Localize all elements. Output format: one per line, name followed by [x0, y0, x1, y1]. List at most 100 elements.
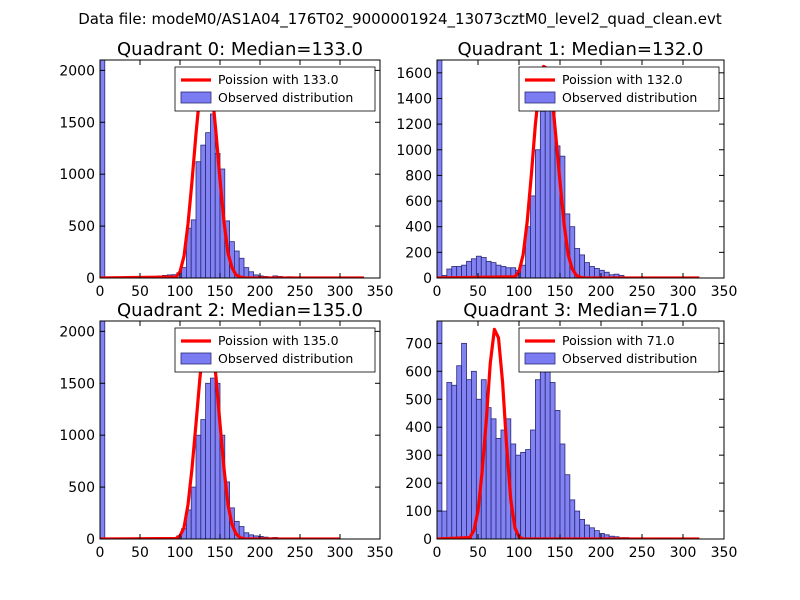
x-tick-label: 350 [367, 284, 394, 300]
poisson-line [437, 327, 700, 539]
y-tick-label: 0 [86, 271, 95, 287]
legend: Poission with 71.0 Observed distribution [518, 327, 720, 373]
x-tick-label: 0 [433, 284, 442, 300]
y-tick-label: 200 [405, 476, 432, 492]
x-tick-label: 0 [96, 284, 105, 300]
legend-box [518, 66, 720, 112]
histogram-bar [480, 257, 487, 278]
y-tick-label: 700 [405, 336, 432, 352]
histogram-bar [495, 437, 502, 539]
x-tick-label: 200 [588, 284, 615, 300]
histogram-bar [490, 418, 497, 539]
y-tick-label: 400 [405, 420, 432, 436]
histogram-bar [589, 266, 595, 278]
x-tick-label: 50 [131, 545, 149, 561]
histogram-bar [554, 410, 561, 539]
x-tick-label: 250 [629, 284, 656, 300]
histogram-bar [200, 144, 207, 278]
x-tick-label: 200 [247, 284, 274, 300]
subplot-quadrant-2: 0 50 100 150 200 250 300 350 0 500 1000 1500 2000 Qua… [59, 300, 393, 561]
y-tick-label: 500 [68, 480, 95, 496]
x-tick-label: 50 [469, 545, 487, 561]
x-tick-label: 150 [207, 284, 234, 300]
histogram-bar [437, 60, 443, 278]
legend-label-observed: Observed distribution [562, 351, 697, 366]
x-tick-label: 350 [711, 284, 738, 300]
plot-frame [99, 320, 381, 540]
x-tick-label: 250 [287, 284, 314, 300]
histogram-bar [190, 486, 197, 539]
histogram-bar [195, 434, 202, 539]
legend-label-poisson: Poission with 71.0 [562, 333, 675, 348]
x-tick-label: 100 [167, 545, 194, 561]
x-tick-label: 300 [670, 545, 697, 561]
histogram-bar [190, 219, 197, 278]
legend-box [518, 327, 720, 373]
histogram-bar [535, 379, 541, 539]
y-tick-label: 1600 [396, 66, 432, 82]
histogram-bar [525, 449, 531, 539]
histogram-bar [466, 379, 472, 539]
legend-patch-swatch [180, 352, 212, 365]
legend: Poission with 132.0 Observed distribution [518, 66, 720, 112]
x-tick-label: 350 [367, 545, 394, 561]
histogram-bar [544, 370, 551, 539]
x-tick-label: 0 [433, 545, 442, 561]
histogram-bar [530, 195, 536, 278]
legend-label-poisson: Poission with 133.0 [218, 72, 339, 87]
y-tick-label: 1200 [396, 117, 432, 133]
histogram-bar [471, 370, 477, 539]
y-tick-label: 2000 [59, 63, 95, 79]
legend: Poission with 135.0 Observed distribution [174, 327, 376, 373]
histogram-bar [549, 382, 556, 539]
histogram-bar [471, 258, 477, 278]
histogram-bar [569, 499, 576, 539]
subplot-title: Quadrant 0: Median=133.0 [117, 39, 363, 60]
x-tick-label: 100 [506, 284, 533, 300]
plot-frame [436, 320, 725, 540]
histogram-bar [209, 113, 216, 278]
x-tick-label: 300 [670, 284, 697, 300]
legend-label-observed: Observed distribution [562, 90, 697, 105]
histogram-bar [584, 262, 590, 278]
histogram-bar [589, 527, 595, 539]
histogram-bar [100, 321, 106, 539]
y-tick-label: 1000 [59, 428, 95, 444]
histogram-bar [446, 382, 453, 539]
histogram-bar [515, 454, 522, 539]
y-tick-label: 0 [423, 532, 432, 548]
histogram-bar [564, 474, 571, 539]
x-tick-label: 150 [547, 545, 574, 561]
y-tick-label: 600 [405, 194, 432, 210]
figure-suptitle: Data file: modeM0/AS1A04_176T02_90000019… [78, 10, 722, 29]
legend-box [174, 327, 376, 373]
legend-label-poisson: Poission with 135.0 [218, 333, 339, 348]
subplot-title: Quadrant 3: Median=71.0 [463, 300, 698, 321]
histogram-bar [539, 110, 546, 278]
histogram-bar [441, 510, 448, 539]
histogram-bar [579, 519, 585, 539]
histogram-bar [475, 255, 482, 278]
plot-frame [436, 59, 725, 279]
y-tick-label: 100 [405, 504, 432, 520]
histogram-bar [535, 149, 541, 278]
legend-label-poisson: Poission with 132.0 [562, 72, 683, 87]
histogram-bar [205, 132, 211, 278]
subplots-grid: 0 50 100 150 200 250 300 3500500100015002000Qua… [59, 39, 737, 561]
x-tick-label: 200 [588, 545, 615, 561]
histogram-bar [181, 267, 187, 278]
y-tick-label: 400 [405, 220, 432, 236]
histogram-bar [559, 443, 566, 539]
histogram-bar [530, 429, 536, 539]
legend-patch-swatch [180, 91, 212, 104]
x-tick-label: 0 [96, 545, 105, 561]
histogram-bar [437, 321, 443, 539]
plot-frame [99, 59, 381, 279]
legend-label-observed: Observed distribution [218, 351, 353, 366]
x-tick-label: 250 [287, 545, 314, 561]
histogram-bar [584, 524, 590, 539]
histogram-bar [579, 254, 585, 278]
histogram-bar [574, 510, 581, 539]
subplot-quadrant-1: 0 50 100 150 200 250 300 350 0 200 400 600 800 1000 12… [396, 39, 737, 300]
